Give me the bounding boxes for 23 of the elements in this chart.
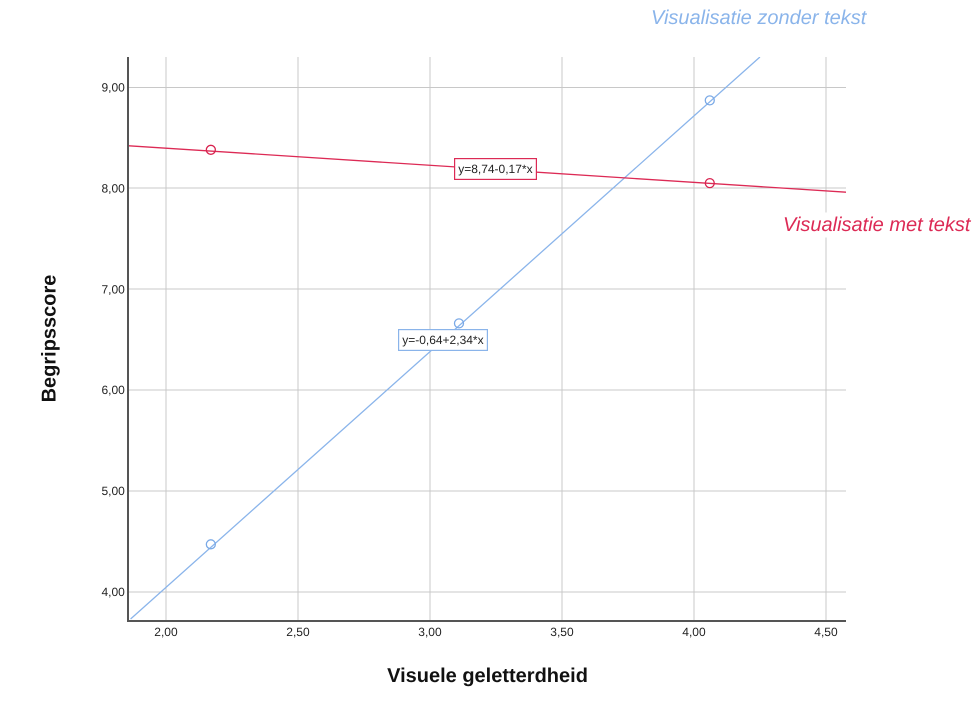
point	[454, 318, 464, 329]
x-axis-title: Visuele geletterdheid	[387, 665, 588, 688]
point	[206, 539, 216, 550]
y-tick-label: 7,00	[101, 282, 126, 296]
x-tick-label: 4,50	[814, 625, 838, 640]
annotation: y=-0,64+2,34*x	[402, 333, 484, 348]
x-tick-label: 2,00	[154, 625, 178, 640]
x-tick-label: 2,50	[286, 625, 310, 640]
y-tick-label: 4,00	[101, 584, 126, 599]
point	[704, 178, 715, 188]
annotation: y=8,74-0,17*x	[458, 162, 533, 176]
series-label: Visualisatie met tekst	[783, 214, 972, 236]
x-tick-label: 3,00	[418, 625, 442, 640]
point	[704, 95, 715, 106]
y-tick-label: 9,00	[101, 80, 126, 94]
point	[206, 144, 216, 155]
y-tick-label: 8,00	[101, 181, 126, 196]
y-tick-label: 6,00	[101, 383, 126, 398]
y-axis-title: Begripsscore	[38, 274, 60, 402]
series-label: Visualisatie zonder tekst	[651, 7, 868, 29]
x-tick-label: 4,00	[682, 625, 706, 640]
y-tick-label: 5,00	[101, 484, 126, 498]
x-tick-label: 3,50	[550, 625, 574, 640]
